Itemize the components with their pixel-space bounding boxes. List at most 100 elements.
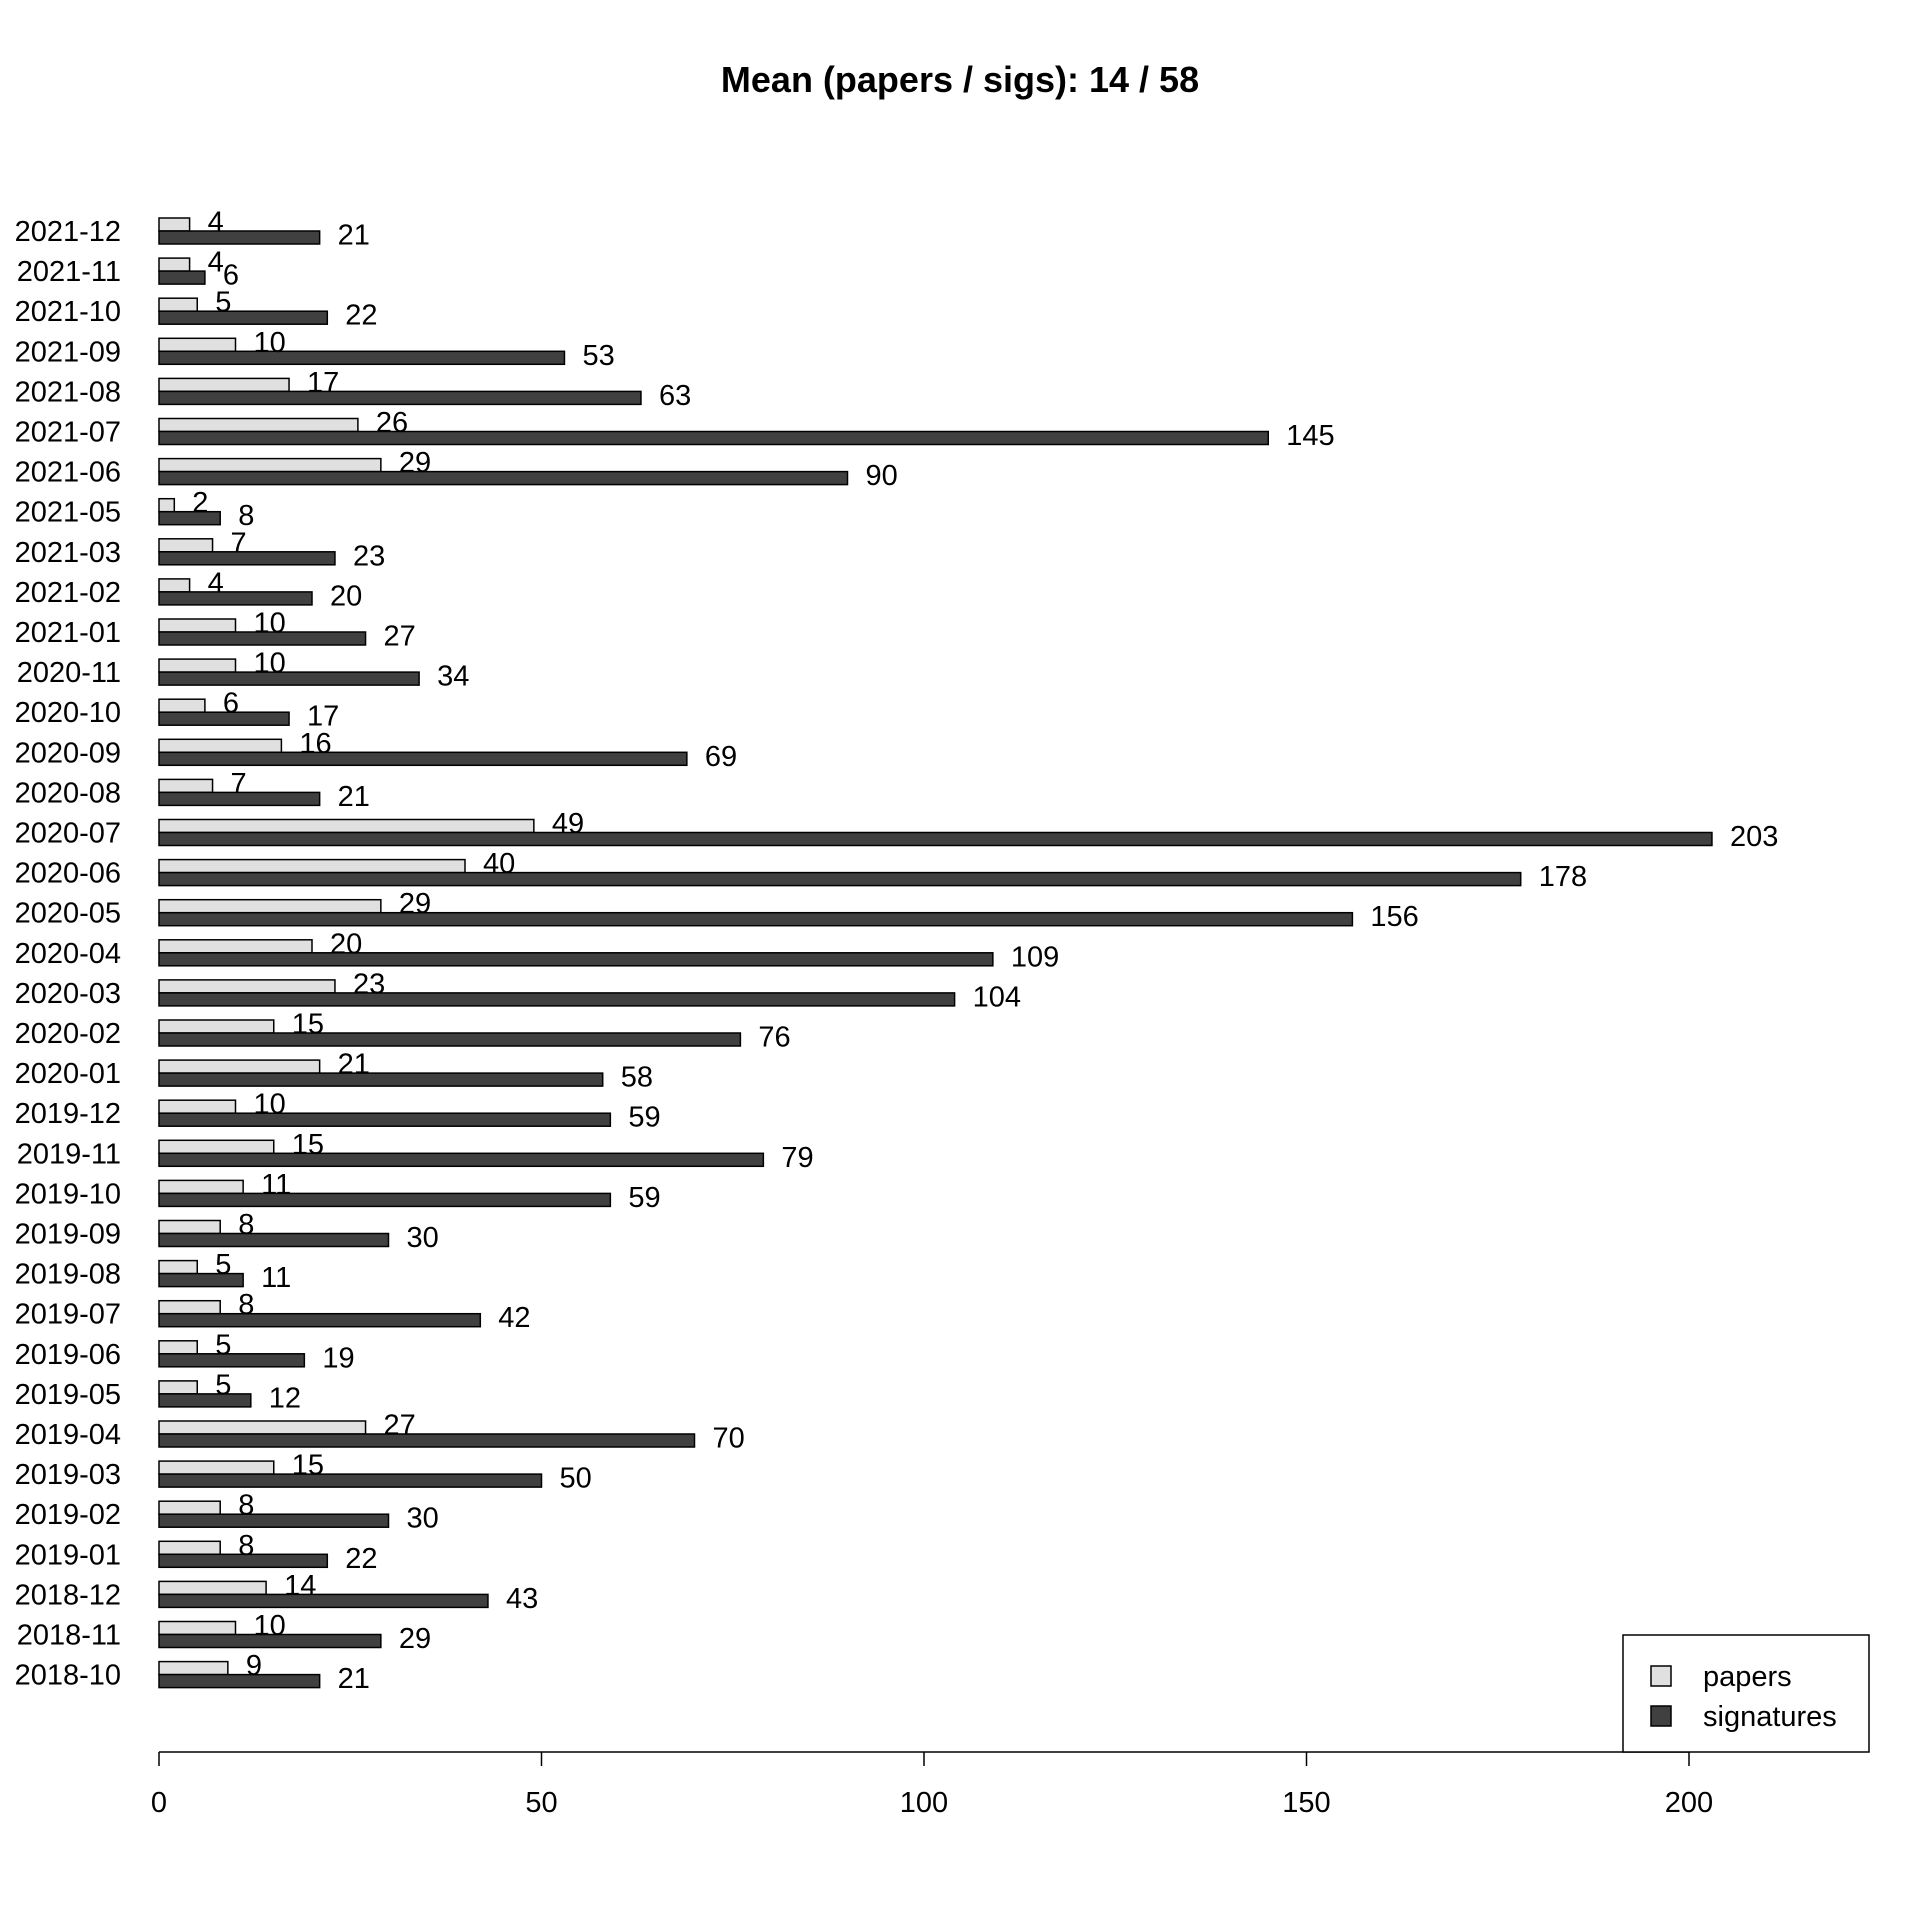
bar-signatures-2019-10	[158, 1192, 612, 1208]
bar-signatures-2021-09	[158, 350, 566, 366]
bar-papers-2021-03	[158, 538, 214, 553]
data-label-signatures-2019-07: 42	[498, 1302, 530, 1334]
category-label-2021-09: 2021-09	[15, 336, 121, 368]
bar-signatures-2019-02	[158, 1513, 390, 1528]
category-label-2020-04: 2020-04	[15, 938, 121, 970]
data-label-papers-2020-01: 21	[338, 1049, 370, 1081]
bar-papers-2020-10	[158, 698, 206, 713]
category-label-2020-07: 2020-07	[15, 818, 121, 850]
x-axis: 0 50 100 150 200	[151, 1751, 1713, 1819]
category-label-2018-10: 2018-10	[15, 1660, 121, 1692]
data-label-signatures-2020-11: 34	[437, 661, 469, 693]
category-label-2021-11: 2021-11	[17, 256, 121, 288]
category-label-2019-07: 2019-07	[15, 1299, 121, 1331]
bar-signatures-2019-07	[158, 1312, 482, 1328]
data-label-signatures-2021-11: 6	[223, 260, 239, 292]
legend-box	[1622, 1634, 1870, 1753]
bar-signatures-2021-11	[158, 270, 206, 285]
data-label-signatures-2019-01: 22	[345, 1543, 377, 1575]
data-label-papers-2019-03: 15	[292, 1450, 324, 1482]
data-label-papers-2021-12: 4	[208, 207, 224, 239]
bar-papers-2019-05	[158, 1380, 198, 1395]
bar-signatures-2020-05	[158, 911, 1354, 927]
data-label-signatures-2020-10: 17	[307, 701, 339, 733]
data-label-signatures-2020-03: 104	[973, 981, 1021, 1013]
data-label-papers-2021-06: 29	[399, 447, 431, 479]
data-label-papers-2021-08: 17	[307, 367, 339, 399]
category-label-2019-06: 2019-06	[15, 1339, 121, 1371]
data-label-signatures-2020-07: 203	[1730, 821, 1778, 853]
bar-papers-2019-02	[158, 1500, 221, 1515]
bar-signatures-2019-08	[158, 1272, 244, 1288]
data-label-signatures-2020-05: 156	[1370, 901, 1418, 933]
category-label-2020-05: 2020-05	[15, 898, 121, 930]
data-label-signatures-2020-06: 178	[1539, 861, 1587, 893]
bar-signatures-2019-03	[158, 1473, 543, 1488]
category-label-2020-08: 2020-08	[15, 777, 121, 809]
bar-papers-2018-12	[158, 1580, 267, 1596]
bar-signatures-2021-01	[158, 631, 367, 646]
category-label-2019-10: 2019-10	[15, 1178, 121, 1210]
bar-signatures-2021-06	[158, 470, 849, 486]
data-label-papers-2020-11: 10	[254, 648, 286, 680]
category-label-2020-02: 2020-02	[15, 1018, 121, 1050]
bar-signatures-2021-10	[158, 310, 329, 325]
data-label-signatures-2019-04: 70	[713, 1423, 745, 1455]
bar-signatures-2020-10	[158, 711, 290, 726]
category-label-2021-12: 2021-12	[15, 216, 121, 248]
bar-papers-2019-10	[158, 1179, 244, 1195]
bar-signatures-2020-06	[158, 871, 1522, 887]
bar-papers-2021-01	[158, 618, 237, 633]
category-label-2021-07: 2021-07	[15, 417, 121, 449]
bar-papers-2020-07	[158, 818, 535, 834]
data-label-papers-2020-04: 20	[330, 928, 362, 960]
x-tick-label-200: 200	[1665, 1787, 1713, 1819]
data-label-papers-2018-12: 14	[284, 1570, 316, 1602]
data-label-papers-2021-01: 10	[254, 608, 286, 640]
category-label-2019-03: 2019-03	[15, 1459, 121, 1491]
data-label-papers-2020-02: 15	[292, 1009, 324, 1041]
category-label-2019-09: 2019-09	[15, 1219, 121, 1251]
data-label-papers-2021-07: 26	[376, 407, 408, 439]
data-label-papers-2020-10: 6	[223, 688, 239, 720]
data-label-signatures-2021-02: 20	[330, 580, 362, 612]
data-label-papers-2021-02: 4	[208, 567, 224, 599]
legend: papers signatures	[1622, 1634, 1870, 1753]
category-label-2021-01: 2021-01	[15, 617, 121, 649]
legend-swatch-signatures	[1650, 1705, 1672, 1727]
bar-papers-2020-04	[158, 939, 313, 954]
category-label-2018-12: 2018-12	[15, 1579, 121, 1611]
data-label-signatures-2021-03: 23	[353, 540, 385, 572]
x-tick-label-150: 150	[1282, 1787, 1330, 1819]
category-label-2019-02: 2019-02	[15, 1499, 121, 1531]
bar-papers-2020-05	[158, 898, 382, 914]
data-label-papers-2020-07: 49	[552, 808, 584, 840]
data-label-signatures-2021-08: 63	[659, 380, 691, 412]
bar-papers-2018-11	[158, 1620, 237, 1636]
bar-signatures-2021-08	[158, 390, 642, 406]
bar-signatures-2021-03	[158, 551, 336, 566]
data-label-papers-2020-09: 16	[299, 728, 331, 760]
data-label-papers-2020-05: 29	[399, 888, 431, 920]
bar-papers-2019-03	[158, 1460, 275, 1475]
category-label-2020-06: 2020-06	[15, 858, 121, 890]
legend-swatch-papers	[1650, 1665, 1672, 1687]
category-label-2019-01: 2019-01	[15, 1539, 121, 1571]
bar-signatures-2020-09	[158, 751, 688, 767]
bar-papers-2019-04	[158, 1420, 367, 1435]
data-label-signatures-2018-12: 43	[506, 1583, 538, 1615]
bar-papers-2021-10	[158, 297, 198, 312]
bar-papers-2021-11	[158, 257, 191, 272]
data-label-papers-2021-03: 7	[231, 527, 247, 559]
bar-papers-2019-11	[158, 1139, 275, 1155]
data-label-papers-2019-08: 5	[215, 1249, 231, 1281]
data-label-papers-2019-12: 10	[254, 1089, 286, 1121]
category-label-2020-03: 2020-03	[15, 978, 121, 1010]
data-label-papers-2019-04: 27	[384, 1410, 416, 1442]
bar-papers-2021-08	[158, 377, 290, 393]
data-label-papers-2019-05: 5	[215, 1369, 231, 1401]
data-label-signatures-2019-02: 30	[407, 1503, 439, 1535]
data-label-papers-2019-01: 8	[238, 1530, 254, 1562]
category-labels: 2021-12 2021-11 2021-10 2021-09 2021-08 2021-…	[15, 216, 121, 1692]
